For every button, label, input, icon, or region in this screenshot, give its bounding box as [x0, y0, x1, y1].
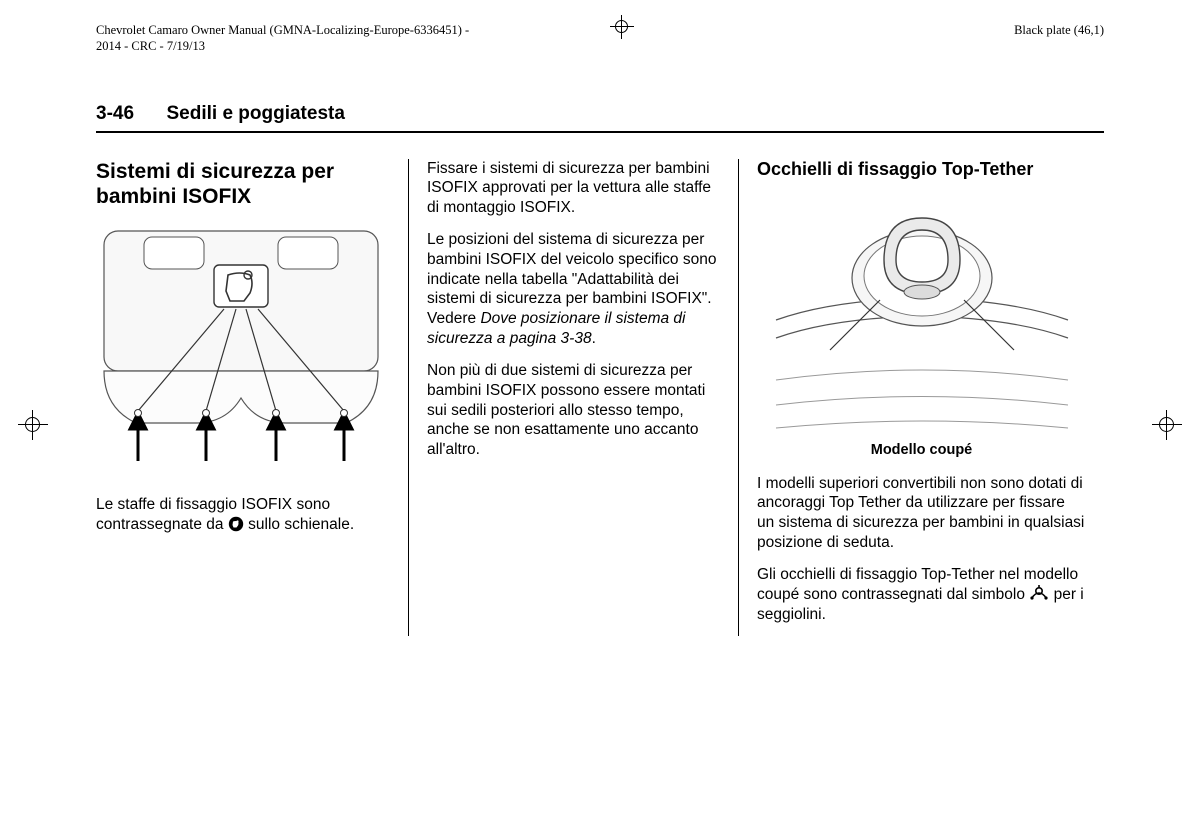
isofix-seat-illustration [96, 223, 386, 475]
registration-mark-right [1152, 410, 1182, 440]
column-middle: Fissare i sistemi di sicurezza per bambi… [408, 159, 738, 637]
section-header: 3-46 Sedili e poggiatesta [96, 103, 1104, 133]
mid-para2: Le posizioni del sistema di sicurezza pe… [427, 230, 720, 349]
left-para1: Le staffe di fissaggio ISOFIX sono contr… [96, 495, 390, 535]
top-tether-illustration [772, 190, 1072, 435]
illustration-caption: Modello coupé [757, 441, 1086, 460]
right-para2: Gli occhielli di fissaggio Top-Tether ne… [757, 565, 1086, 624]
column-right: Occhielli di fissaggio Top-Tether [738, 159, 1086, 637]
manual-id-line1: Chevrolet Camaro Owner Manual (GMNA-Loca… [96, 22, 469, 38]
section-title: Sedili e poggiatesta [166, 103, 344, 124]
plate-label: Black plate (46,1) [1014, 22, 1104, 55]
tether-anchor-icon [1029, 585, 1049, 601]
manual-id-line2: 2014 - CRC - 7/19/13 [96, 38, 469, 54]
registration-mark-left [18, 410, 48, 440]
left-heading: Sistemi di sicurezza per bambini ISOFIX [96, 159, 390, 209]
mid-para1: Fissare i sistemi di sicurezza per bambi… [427, 159, 720, 218]
column-left: Sistemi di sicurezza per bambini ISOFIX [96, 159, 408, 637]
running-header: Chevrolet Camaro Owner Manual (GMNA-Loca… [96, 22, 1104, 55]
right-heading: Occhielli di fissaggio Top-Tether [757, 159, 1086, 181]
section-number: 3-46 [96, 103, 134, 124]
three-column-layout: Sistemi di sicurezza per bambini ISOFIX [96, 159, 1104, 637]
page-content: Chevrolet Camaro Owner Manual (GMNA-Loca… [96, 22, 1104, 636]
right-para1: I modelli superiori convertibili non son… [757, 474, 1086, 553]
isofix-label-icon [228, 516, 244, 532]
mid-para3: Non più di due sistemi di sicurezza per … [427, 361, 720, 460]
